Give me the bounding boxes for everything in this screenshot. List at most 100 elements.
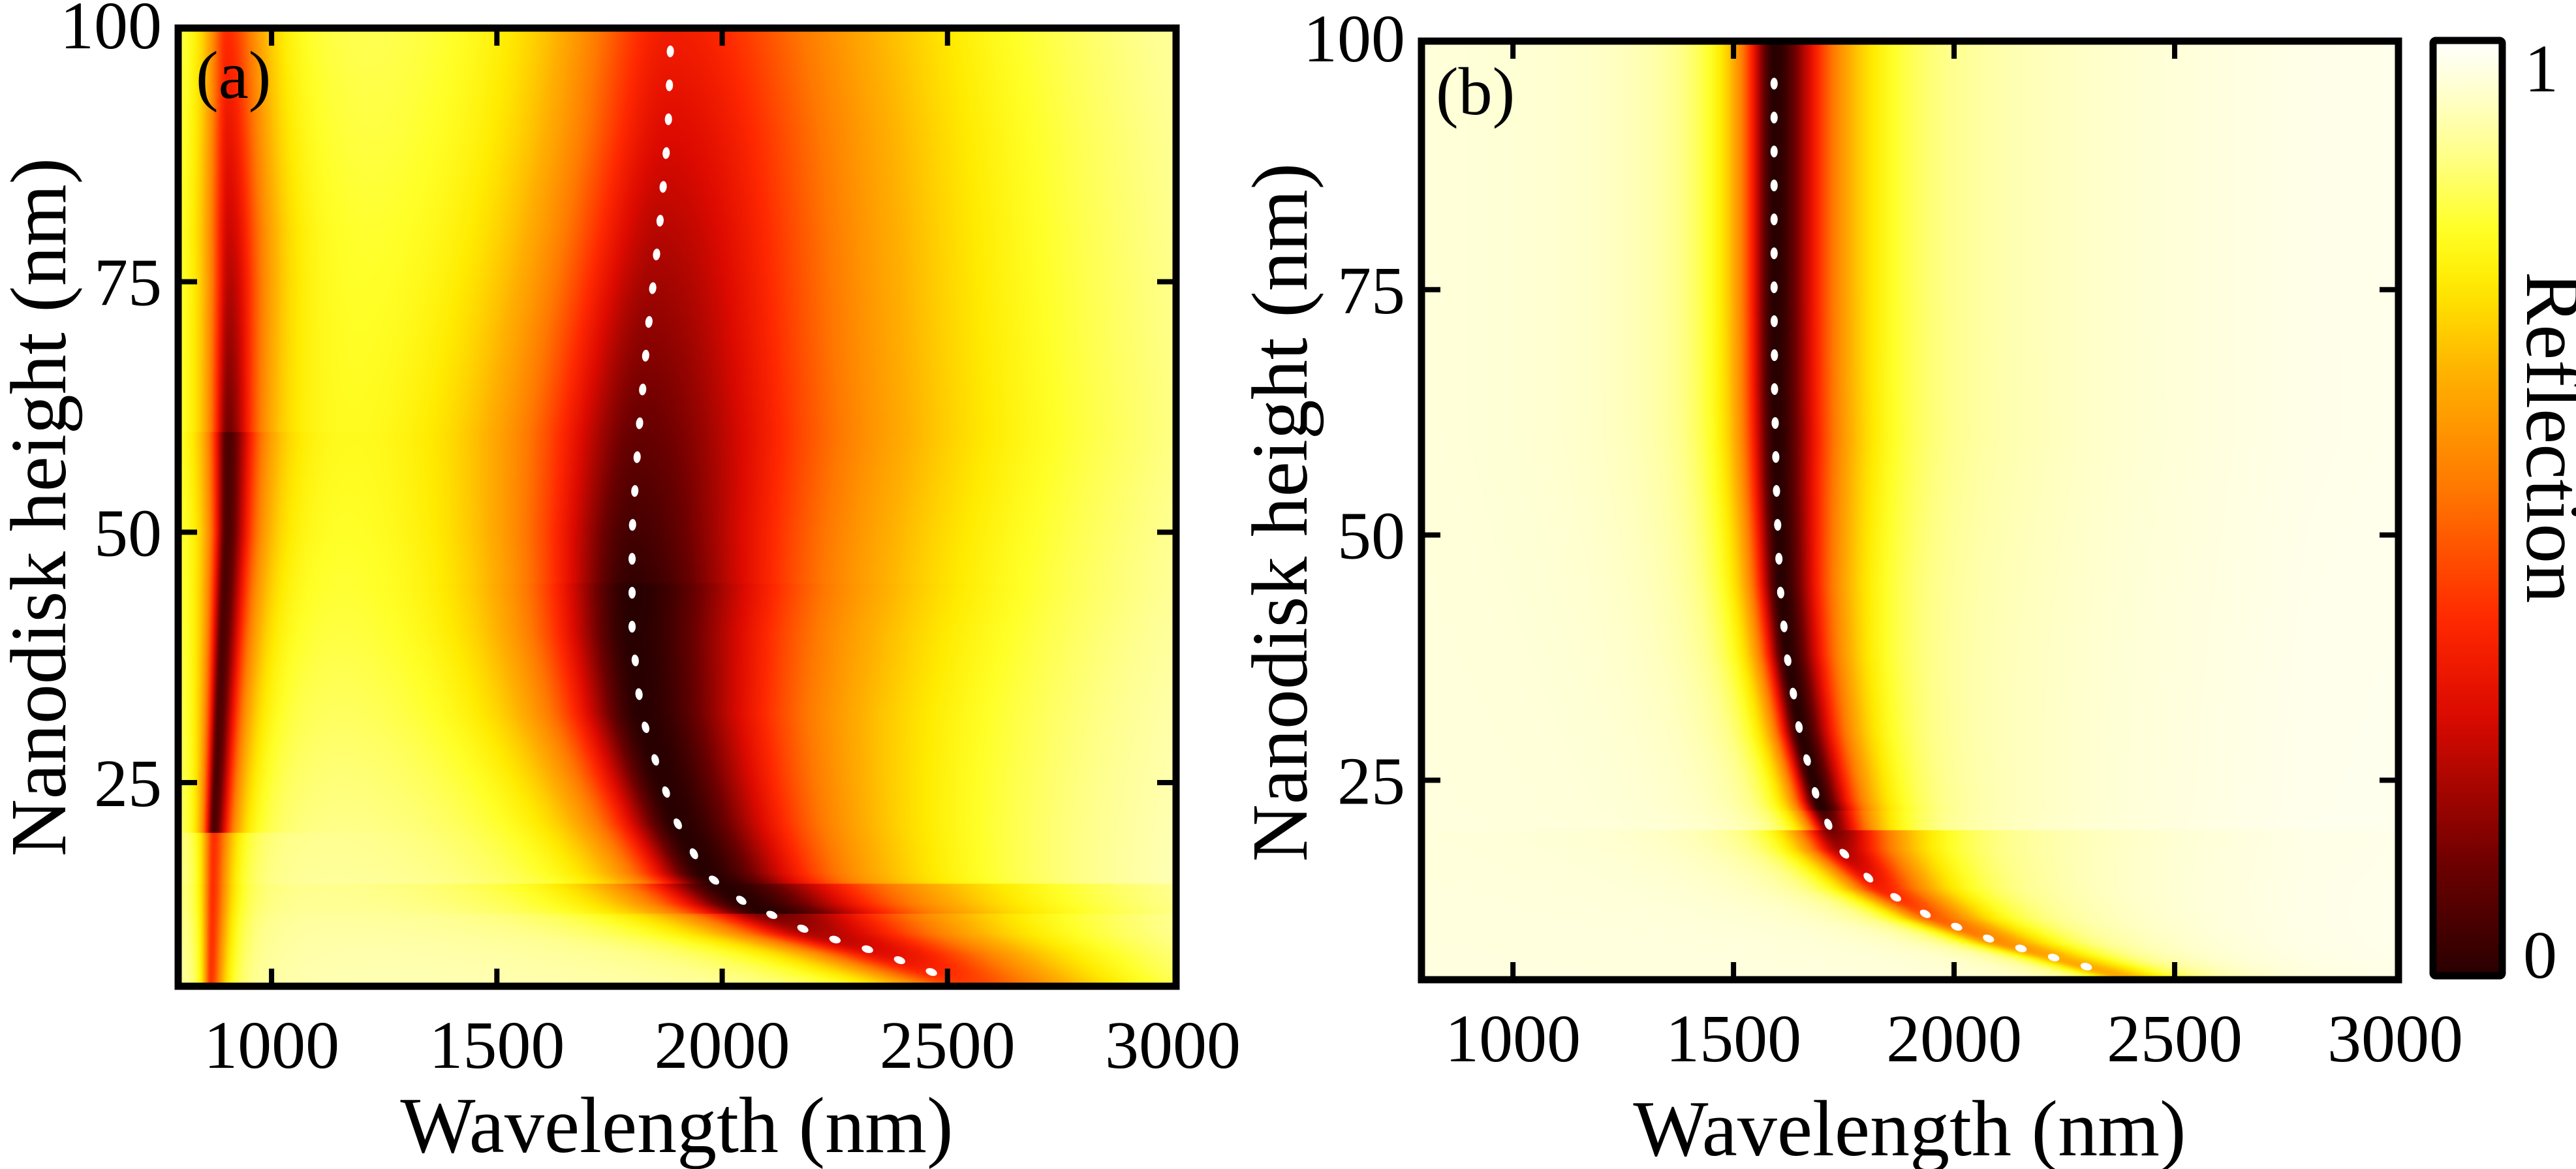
resonance-guide-dot xyxy=(1775,553,1783,565)
panel-tag-a: (a) xyxy=(196,38,271,113)
resonance-guide-dot xyxy=(635,688,643,700)
x-tick-label: 2500 xyxy=(880,1008,1016,1083)
y-tick-label: 25 xyxy=(94,746,162,821)
resonance-guide-dot xyxy=(659,181,667,193)
resonance-guide-dot xyxy=(642,721,649,734)
y-ticks-b: 25 50 75 100 xyxy=(1303,1,2395,818)
resonance-guide-dot xyxy=(1780,620,1788,632)
resonance-guide-dot xyxy=(2080,963,2092,971)
resonance-guide-dot xyxy=(925,968,937,976)
y-ticks-a: 25 50 75 100 xyxy=(60,0,1173,821)
resonance-guide-dot xyxy=(1770,315,1778,328)
resonance-guide-dot xyxy=(1770,146,1778,158)
resonance-guide-dot xyxy=(1770,179,1778,192)
resonance-guide-dot xyxy=(709,875,719,885)
resonance-guide-dot xyxy=(689,848,698,860)
heatmap-b xyxy=(1425,44,2395,976)
resonance-guide-dot xyxy=(645,316,653,328)
x-tick-label: 1500 xyxy=(1666,1001,1801,1076)
resonance-guide-dot xyxy=(2047,954,2060,961)
axes-a: 1000 1500 2000 2500 3000 25 50 75 100 (a) Wavel… xyxy=(0,0,1241,1169)
resonance-guide-dot xyxy=(631,485,639,497)
resonance-guide-dot xyxy=(1773,485,1780,497)
x-tick-label: 2500 xyxy=(2107,1001,2242,1076)
y-axis-label-a: Nanodisk height (nm) xyxy=(0,158,83,857)
resonance-guide-dot xyxy=(1771,417,1779,429)
colorbar-frame xyxy=(2429,37,2506,980)
resonance-guide-dot xyxy=(639,383,647,396)
y-tick-label: 50 xyxy=(1337,499,1405,574)
resonance-guide-dot xyxy=(1863,873,1874,883)
y-tick-label: 75 xyxy=(94,245,162,320)
resonance-guide-dot xyxy=(829,935,841,944)
resonance-guide-dot xyxy=(1951,922,1963,931)
resonance-guide-dot xyxy=(642,349,649,362)
resonance-guide-dot xyxy=(666,45,674,57)
y-tick-label: 100 xyxy=(60,0,162,63)
x-tick-label: 1000 xyxy=(204,1008,339,1083)
x-axis-label-a: Wavelength (nm) xyxy=(400,1082,953,1169)
resonance-guide-dot xyxy=(1771,383,1778,396)
panel-tag-b: (b) xyxy=(1436,54,1515,129)
resonance-guide-dot xyxy=(1983,934,1994,943)
resonance-guide-dot xyxy=(666,79,674,91)
resonance-guide-dot xyxy=(1770,78,1778,90)
colorbar-fill xyxy=(2433,40,2502,976)
resonance-guide-dot xyxy=(662,786,670,798)
resonance-guide-dot xyxy=(1771,349,1778,362)
resonance-guide-dot xyxy=(1812,787,1820,799)
resonance-guide-dot xyxy=(1890,893,1901,902)
x-tick-label: 3000 xyxy=(2327,1001,2463,1076)
resonance-guide-dot xyxy=(628,519,636,531)
x-ticks-a: 1000 1500 2000 2500 3000 xyxy=(204,31,1241,1083)
x-ticks-b: 1000 1500 2000 2500 3000 xyxy=(1445,44,2463,1076)
resonance-guide-dot xyxy=(628,621,636,633)
resonance-guide-dot xyxy=(736,896,747,905)
resonance-guide-dot xyxy=(636,417,644,429)
resonance-guide-dot xyxy=(656,215,664,227)
plot-frame-a xyxy=(174,24,1180,990)
resonance-guide-dot xyxy=(766,911,778,919)
resonance-guide-dot xyxy=(1919,909,1931,918)
resonance-guide-dot xyxy=(1770,213,1778,226)
resonance-guide-dot xyxy=(628,553,636,565)
resonance-guide-dot xyxy=(1803,754,1811,766)
resonance-guide-dot xyxy=(1770,247,1778,260)
y-tick-label: 25 xyxy=(1337,743,1405,818)
colorbar-max-label: 1 xyxy=(2524,31,2558,106)
resonance-guide-dot xyxy=(631,654,639,666)
resonance-guide-dot xyxy=(1795,721,1803,733)
x-tick-label: 2000 xyxy=(655,1008,790,1083)
y-tick-label: 100 xyxy=(1303,1,1405,76)
resonance-guide-dot xyxy=(662,147,670,159)
y-tick-label: 75 xyxy=(1337,253,1405,328)
x-tick-label: 1500 xyxy=(429,1008,565,1083)
resonance-guide-a xyxy=(628,45,937,976)
resonance-guide-dot xyxy=(628,587,636,599)
resonance-guide-dot xyxy=(1777,586,1784,599)
x-tick-label: 3000 xyxy=(1105,1008,1241,1083)
resonance-guide-dot xyxy=(1839,849,1850,859)
x-axis-label-b: Wavelength (nm) xyxy=(1633,1085,2186,1169)
resonance-guide-dot xyxy=(1774,519,1782,531)
y-tick-label: 50 xyxy=(94,495,162,570)
colorbar-min-label: 0 xyxy=(2523,918,2557,993)
resonance-guide-dot xyxy=(1770,281,1778,294)
resonance-guide-dot xyxy=(674,818,682,830)
colorbar-label: Reflection xyxy=(2509,272,2576,603)
resonance-guide-dot xyxy=(1772,451,1780,463)
resonance-guide-dot xyxy=(664,113,672,125)
plot-frame-b xyxy=(1418,37,2402,984)
y-axis-label-b: Nanodisk height (nm) xyxy=(1236,163,1324,862)
x-tick-label: 1000 xyxy=(1445,1001,1581,1076)
resonance-guide-dot xyxy=(649,282,657,294)
resonance-guide-dot xyxy=(1790,687,1797,700)
resonance-guide-dot xyxy=(1784,654,1792,666)
resonance-guide-dot xyxy=(653,248,660,260)
resonance-guide-dot xyxy=(2015,944,2027,952)
resonance-guide-dot xyxy=(893,956,905,965)
resonance-guide-dot xyxy=(651,754,659,766)
resonance-guide-dot xyxy=(1824,818,1833,830)
